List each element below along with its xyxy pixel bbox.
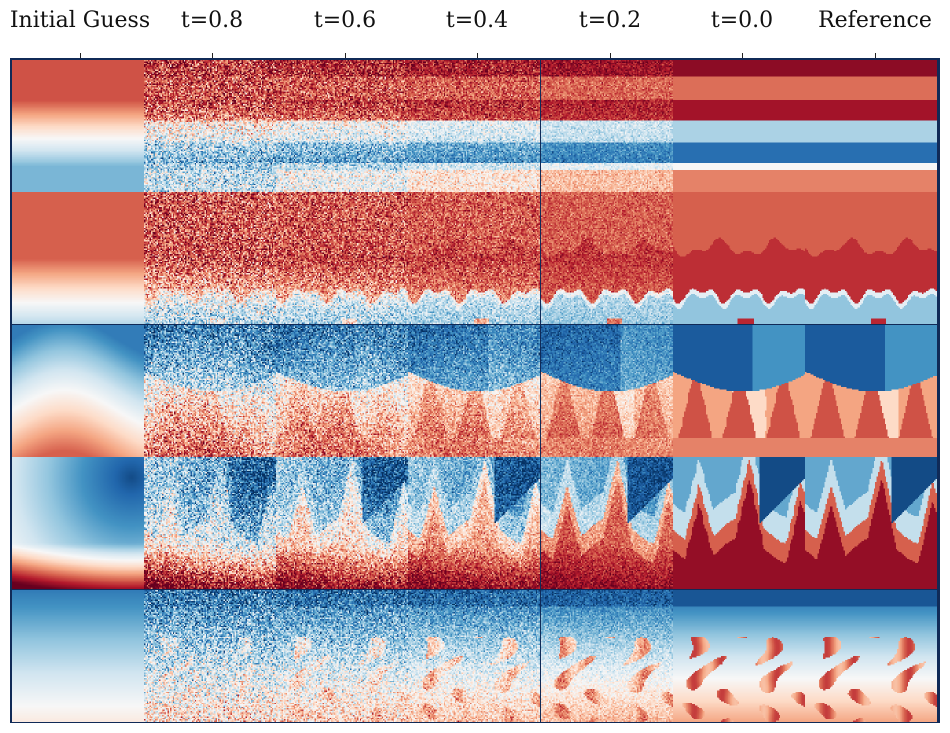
column-title-4: t=0.2 [578, 8, 642, 33]
panel-r4-c5 [540, 457, 673, 589]
panel-r2-c2 [143, 192, 276, 324]
panel-r3-c5 [540, 324, 673, 457]
column-title-6: Reference [818, 8, 932, 33]
panel-r5-c1 [11, 589, 144, 722]
panel-r1-c3 [276, 59, 409, 192]
panel-r3-c1 [11, 324, 144, 457]
column-title-1: t=0.8 [180, 8, 244, 33]
panel-r2-c6 [673, 192, 805, 324]
panel-r1-c2 [143, 59, 276, 192]
column-tick-0 [80, 53, 81, 59]
panel-r4-c6 [673, 457, 805, 589]
column-title-3: t=0.4 [445, 8, 509, 33]
column-tick-1 [212, 53, 213, 59]
panel-r2-c5 [540, 192, 673, 324]
panel-r1-c1 [11, 59, 144, 192]
panel-r1-c4 [408, 59, 541, 192]
panel-r2-c7 [805, 192, 938, 324]
panel-r4-c2 [143, 457, 276, 589]
column-title-5: t=0.0 [710, 8, 774, 33]
panel-r4-c1 [11, 457, 144, 589]
panel-r5-c3 [276, 589, 409, 722]
panel-r5-c5 [540, 589, 673, 722]
column-tick-2 [345, 53, 346, 59]
column-title-0: Initial Guess [9, 8, 151, 33]
column-tick-4 [610, 53, 611, 59]
panel-r2-c4 [408, 192, 541, 324]
panel-r4-c4 [408, 457, 541, 589]
panel-r3-c2 [143, 324, 276, 457]
column-tick-3 [477, 53, 478, 59]
panel-r4-c3 [276, 457, 409, 589]
panel-r3-c4 [408, 324, 541, 457]
panel-r2-c1 [11, 192, 144, 324]
panel-grid [10, 58, 940, 723]
panel-r3-c3 [276, 324, 409, 457]
panel-r5-c6 [673, 589, 805, 722]
panel-r5-c2 [143, 589, 276, 722]
column-title-2: t=0.6 [313, 8, 377, 33]
panel-r3-c7 [805, 324, 938, 457]
column-tick-5 [742, 53, 743, 59]
panel-r2-c3 [276, 192, 409, 324]
panel-r5-c7 [805, 589, 938, 722]
panel-r1-c7 [805, 59, 938, 192]
panel-r1-c6 [673, 59, 805, 192]
panel-r5-c4 [408, 589, 541, 722]
panel-r4-c7 [805, 457, 938, 589]
panel-r3-c6 [673, 324, 805, 457]
column-tick-6 [875, 53, 876, 59]
panel-r1-c5 [540, 59, 673, 192]
